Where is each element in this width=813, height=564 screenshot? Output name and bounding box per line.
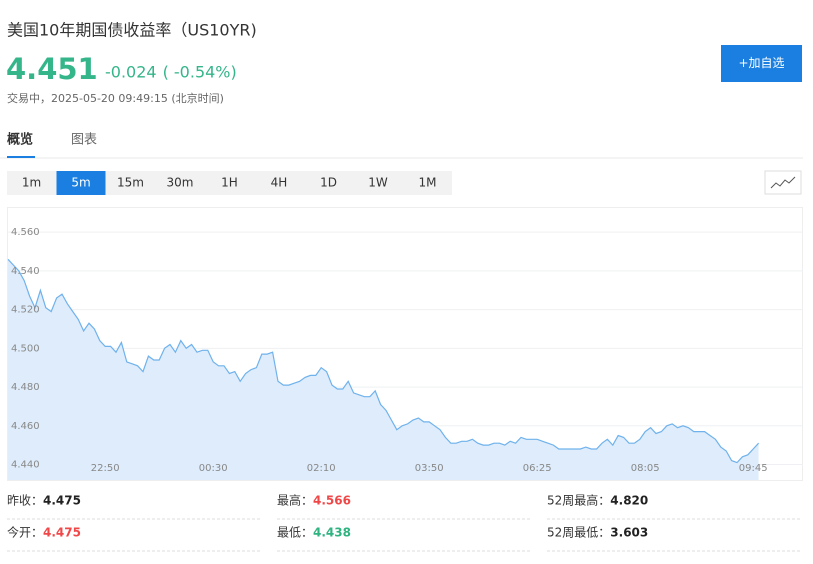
x-tick-label: 03:50 [415,463,444,474]
stat-value: 4.475 [43,494,81,508]
y-tick-label: 4.480 [11,382,40,393]
interval[interactable]: 1W [368,176,388,190]
interval[interactable]: 1H [221,176,238,190]
y-tick-label: 4.500 [11,343,40,354]
x-tick-label: 09:45 [739,463,768,474]
stat-value: 3.603 [610,526,648,540]
change: -0.024 [105,63,157,82]
stat-value: 4.438 [313,526,351,540]
interval[interactable]: 1m [22,176,41,190]
tab[interactable]: 概览 [7,132,33,148]
x-tick-label: 22:50 [91,463,120,474]
stat-label: 今开： [7,525,43,540]
x-tick-label: 06:25 [523,463,552,474]
stat-label: 最高： [277,493,313,508]
interval[interactable]: 15m [117,176,144,190]
price: 4.451 [6,52,98,86]
y-tick-label: 4.540 [11,266,40,277]
chart-type-icon[interactable] [770,176,796,189]
x-tick-label: 08:05 [631,463,660,474]
y-tick-label: 4.520 [11,305,40,316]
stat-value: 4.566 [313,494,351,508]
stat-label: 52周最低： [547,526,610,540]
change-pct: ( -0.54%) [163,63,237,82]
interval[interactable]: 1D [320,176,337,190]
stat-label: 最低： [277,526,313,540]
x-tick-label: 02:10 [307,463,336,474]
add-button[interactable] [721,45,802,82]
chart-frame [7,207,803,481]
tab-underline [7,156,35,158]
y-tick-label: 4.440 [11,460,40,471]
stat-label: 52周最高： [547,493,610,508]
stat-value: 4.820 [610,494,648,508]
area [8,259,759,480]
interval[interactable]: 1M [419,176,437,190]
interval-selected[interactable] [56,171,106,195]
interval[interactable]: 5m [71,176,90,190]
interval[interactable]: 30m [167,176,194,190]
x-tick-label: 00:30 [199,463,228,474]
add-button-label[interactable]: +加自选 [738,56,784,70]
y-tick-label: 4.460 [11,421,40,432]
line [7,258,760,464]
stat-value: 4.475 [43,526,81,540]
y-tick-label: 4.560 [11,227,40,238]
interval[interactable]: 4H [271,176,288,190]
tab[interactable]: 图表 [71,133,97,148]
status: 交易中，2025-05-20 09:49:15 (北京时间) [7,91,224,105]
title: 美国10年期国债收益率（US10YR) [7,21,257,40]
stat-label: 昨收： [7,494,43,508]
